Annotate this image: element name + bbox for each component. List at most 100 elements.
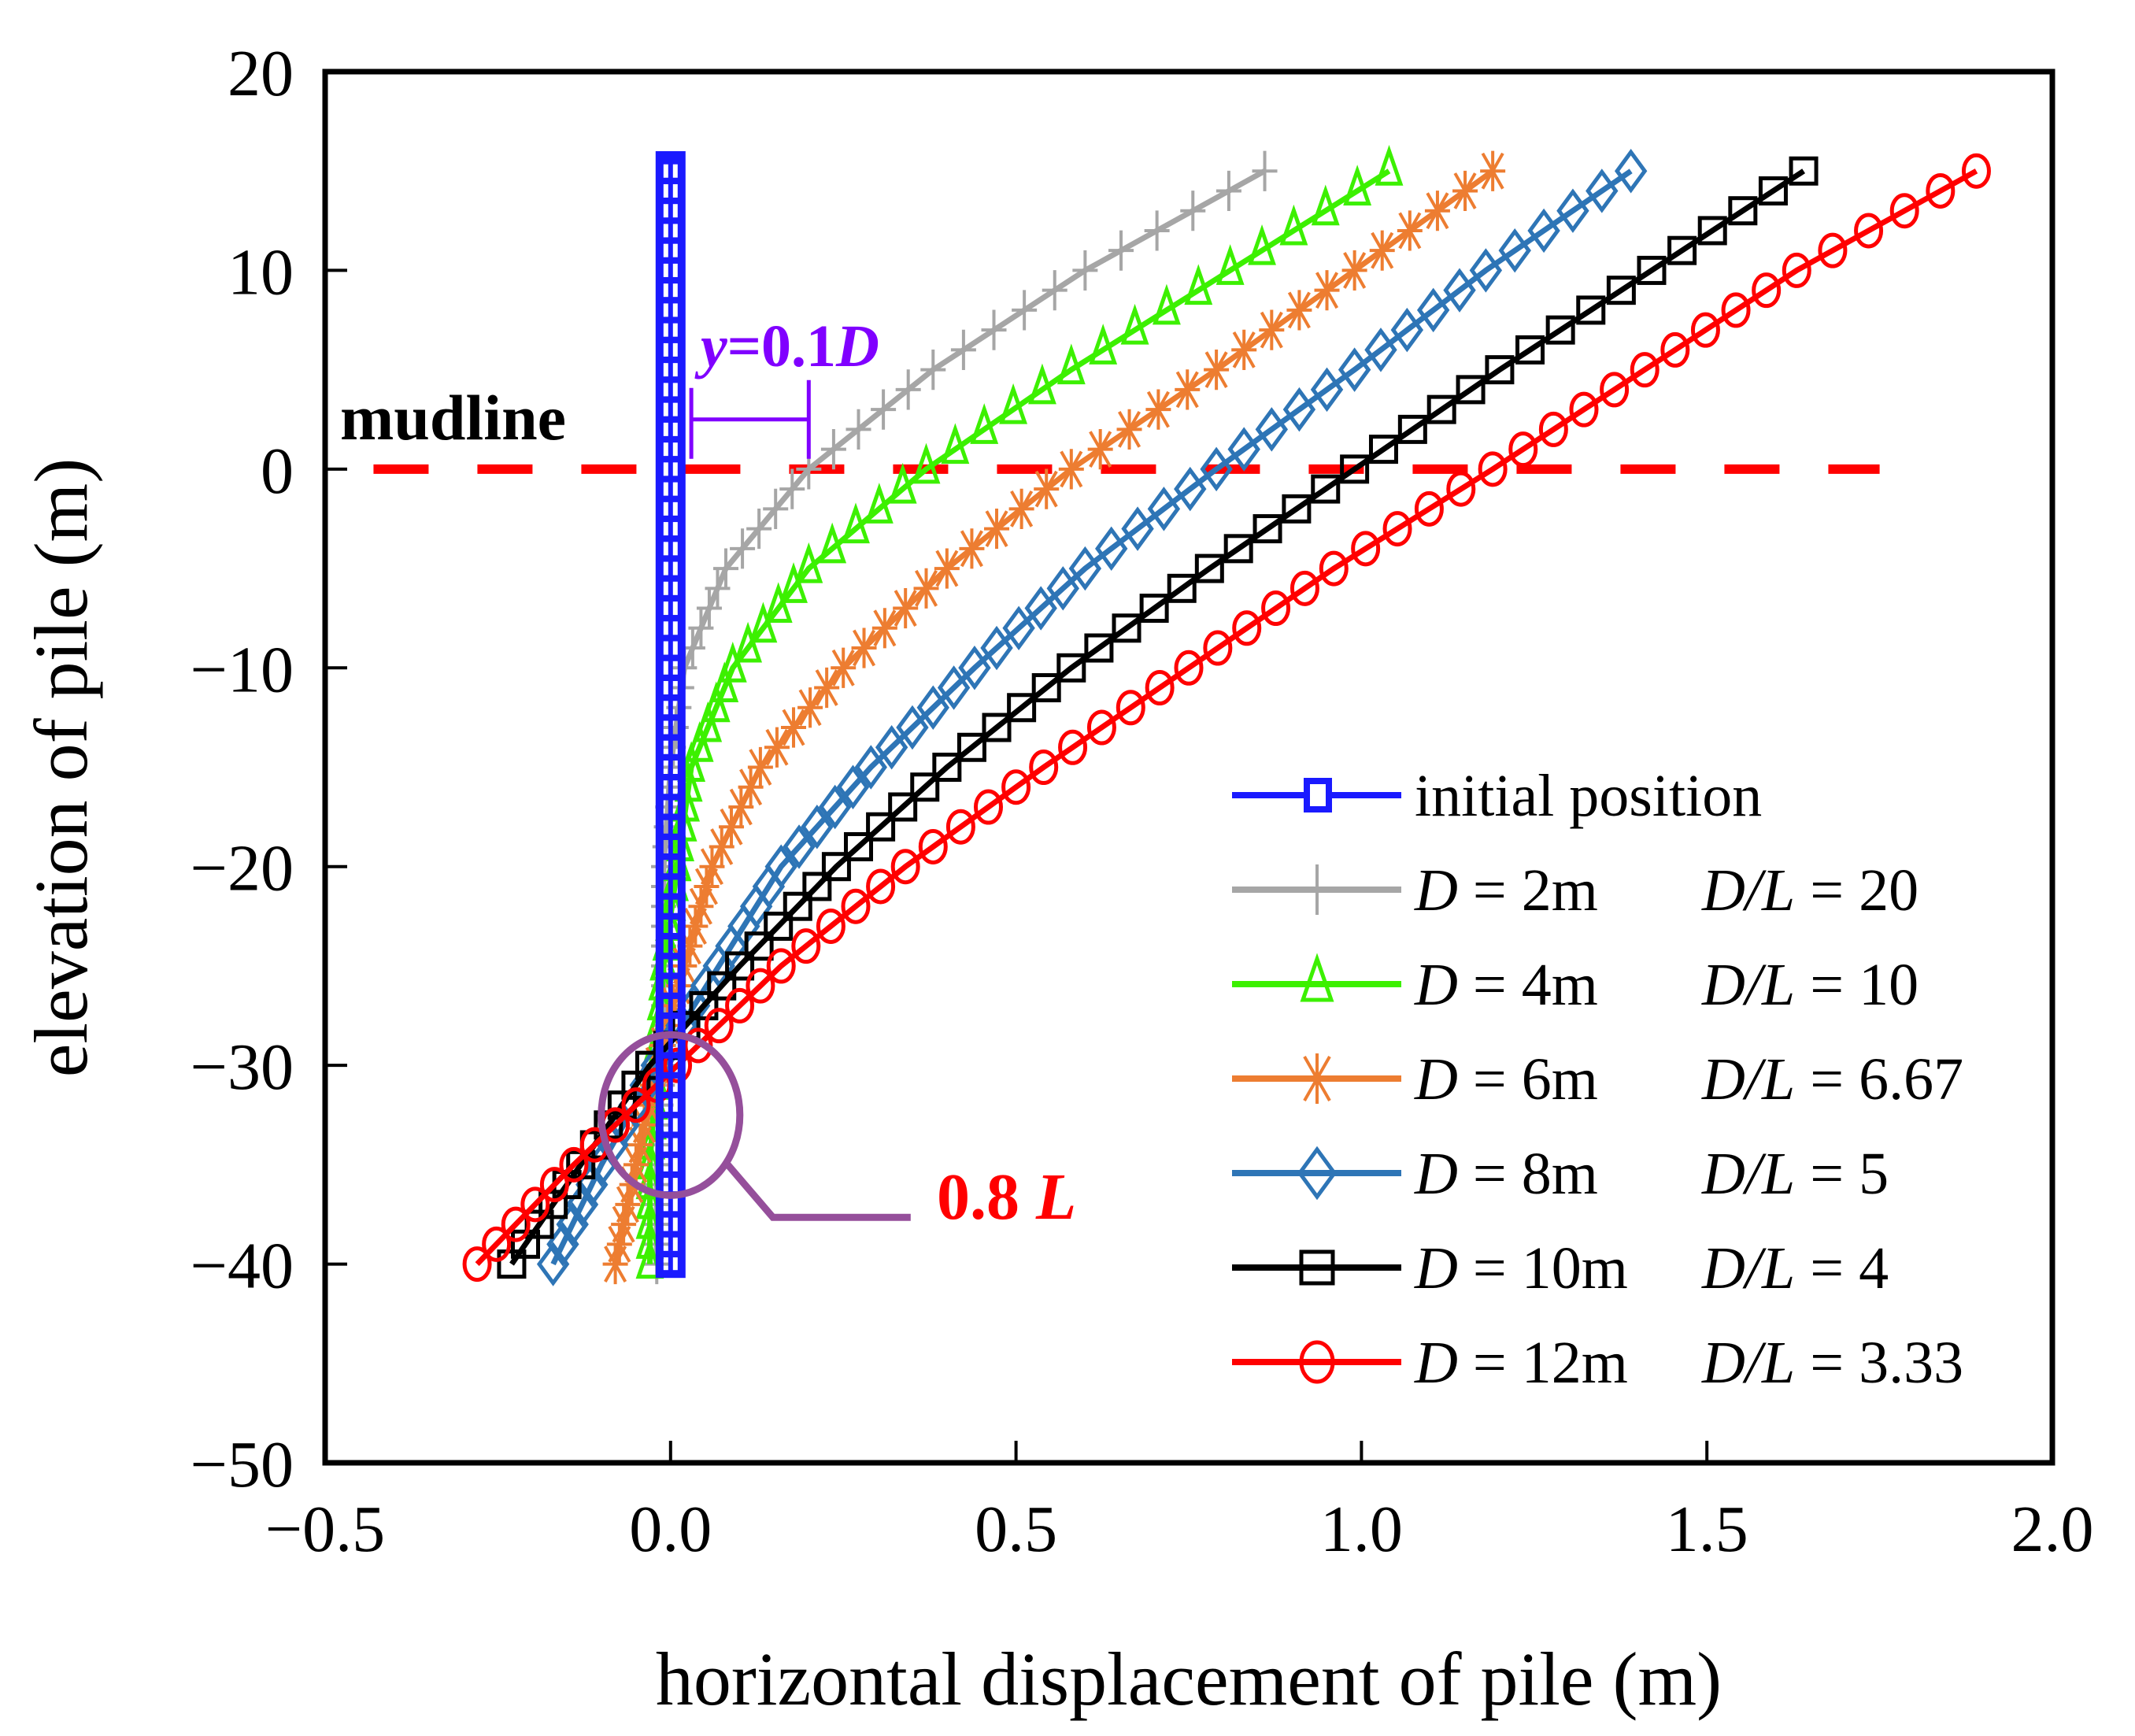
data-point-marker	[694, 866, 720, 907]
data-point-marker	[1456, 375, 1486, 405]
data-point-marker	[1029, 750, 1059, 785]
data-point-marker	[1194, 553, 1224, 583]
data-point-marker	[1480, 150, 1506, 191]
data-point-marker	[1046, 566, 1079, 611]
data-point-marker	[970, 403, 999, 444]
data-point-marker	[1369, 230, 1395, 271]
legend-label-dl: D/L = 20	[1701, 857, 1919, 924]
data-point-marker	[1290, 570, 1319, 606]
y-tick-label: 0	[261, 435, 294, 508]
data-point-marker	[836, 764, 870, 809]
data-point-marker	[1319, 550, 1349, 587]
data-point-marker	[888, 462, 917, 504]
data-point-marker	[1167, 573, 1197, 603]
legend: initial position D = 2m D/L = 20 D = 4m D/L …	[1232, 763, 1963, 1396]
data-point-marker	[1282, 494, 1312, 524]
data-point-marker	[1414, 490, 1444, 527]
data-point-marker	[635, 1197, 664, 1239]
data-point-marker	[982, 713, 1012, 742]
data-point-marker	[1120, 303, 1149, 345]
plot-content	[373, 144, 1991, 1286]
data-point-marker	[746, 508, 772, 550]
data-point-marker	[1031, 673, 1061, 703]
data-point-marker	[1248, 224, 1276, 265]
data-point-marker	[1660, 331, 1690, 368]
x-tick-label: −0.5	[265, 1493, 385, 1566]
data-point-marker	[1368, 435, 1398, 465]
data-point-marker	[1586, 168, 1619, 213]
data-point-marker	[934, 548, 960, 589]
x-tick-label: 0.0	[629, 1493, 712, 1566]
data-point-marker	[999, 383, 1028, 424]
legend-item: D = 8m D/L = 5	[1232, 1141, 1889, 1207]
data-point-marker	[797, 687, 823, 728]
data-point-marker	[888, 792, 918, 822]
legend-item: initial position	[1232, 763, 1762, 829]
data-point-marker	[1147, 487, 1181, 531]
data-point-marker	[704, 1008, 734, 1044]
legend-label-d: D = 4m	[1414, 952, 1598, 1018]
data-point-marker	[1311, 184, 1340, 226]
data-point-marker	[1341, 250, 1367, 291]
data-point-marker	[1108, 230, 1134, 271]
data-point-marker	[539, 1167, 569, 1203]
data-point-marker	[1232, 610, 1262, 646]
data-point-marker	[981, 309, 1007, 350]
data-point-marker	[1485, 355, 1515, 385]
data-point-marker	[749, 601, 778, 643]
data-point-marker	[1068, 546, 1102, 591]
legend-item: D = 10m D/L = 4	[1232, 1235, 1889, 1301]
data-point-marker	[1261, 590, 1291, 627]
data-point-marker	[689, 990, 719, 1020]
data-point-marker	[1397, 414, 1427, 444]
data-point-marker	[730, 528, 756, 569]
data-point-marker	[536, 1242, 570, 1286]
data-point-marker	[725, 987, 755, 1023]
data-point-marker	[707, 971, 737, 1001]
data-point-marker	[801, 805, 834, 849]
y-tick-label: 20	[228, 37, 294, 110]
x-tick-label: 1.0	[1320, 1493, 1403, 1566]
data-point-marker	[764, 911, 794, 941]
data-point-marker	[1390, 307, 1424, 353]
data-point-marker	[866, 812, 896, 842]
data-point-marker	[820, 429, 846, 470]
x-tick-label: 2.0	[2011, 1493, 2094, 1566]
data-point-marker	[1084, 633, 1114, 663]
data-point-marker	[1375, 144, 1404, 186]
pivot-circle	[598, 1031, 744, 1199]
data-point-marker	[1697, 216, 1727, 246]
data-point-marker	[602, 1243, 628, 1285]
data-point-marker	[932, 753, 962, 782]
data-point-marker	[1095, 526, 1128, 572]
data-point-marker	[701, 681, 731, 723]
data-point-marker	[462, 1246, 492, 1283]
x-tick-label: 1.5	[1666, 1493, 1748, 1566]
data-point-marker	[1144, 210, 1170, 251]
data-point-marker	[520, 1186, 550, 1223]
data-point-marker	[621, 1087, 651, 1123]
legend-label-dl: D/L = 4	[1701, 1235, 1889, 1301]
data-point-marker	[1314, 270, 1340, 311]
tick-labels: −0.5 0.0 0.5 1.0 1.5 2.0 20 10 0 −10 −20 −30 −40 −50	[191, 37, 2094, 1566]
data-point-marker	[1087, 429, 1113, 470]
data-point-marker	[913, 568, 939, 609]
data-point-marker	[1556, 188, 1589, 233]
legend-marker	[1301, 1053, 1333, 1104]
data-point-marker	[937, 665, 971, 710]
data-point-marker	[959, 528, 985, 569]
data-point-marker	[984, 508, 1010, 550]
annotations: mudline y=0.1D 0.8 L	[340, 313, 1076, 1234]
data-point-marker	[910, 772, 940, 802]
data-point-marker	[1397, 210, 1423, 251]
data-point-marker	[1007, 693, 1037, 723]
data-point-marker	[814, 667, 840, 709]
pivot-callout	[598, 1031, 911, 1221]
data-point-marker	[1227, 427, 1260, 472]
data-point-marker	[1818, 232, 1848, 268]
data-point-marker	[744, 931, 774, 961]
data-point-marker	[783, 824, 816, 869]
data-point-marker	[688, 886, 714, 927]
data-point-marker	[1086, 709, 1116, 746]
data-point-marker	[956, 732, 986, 762]
